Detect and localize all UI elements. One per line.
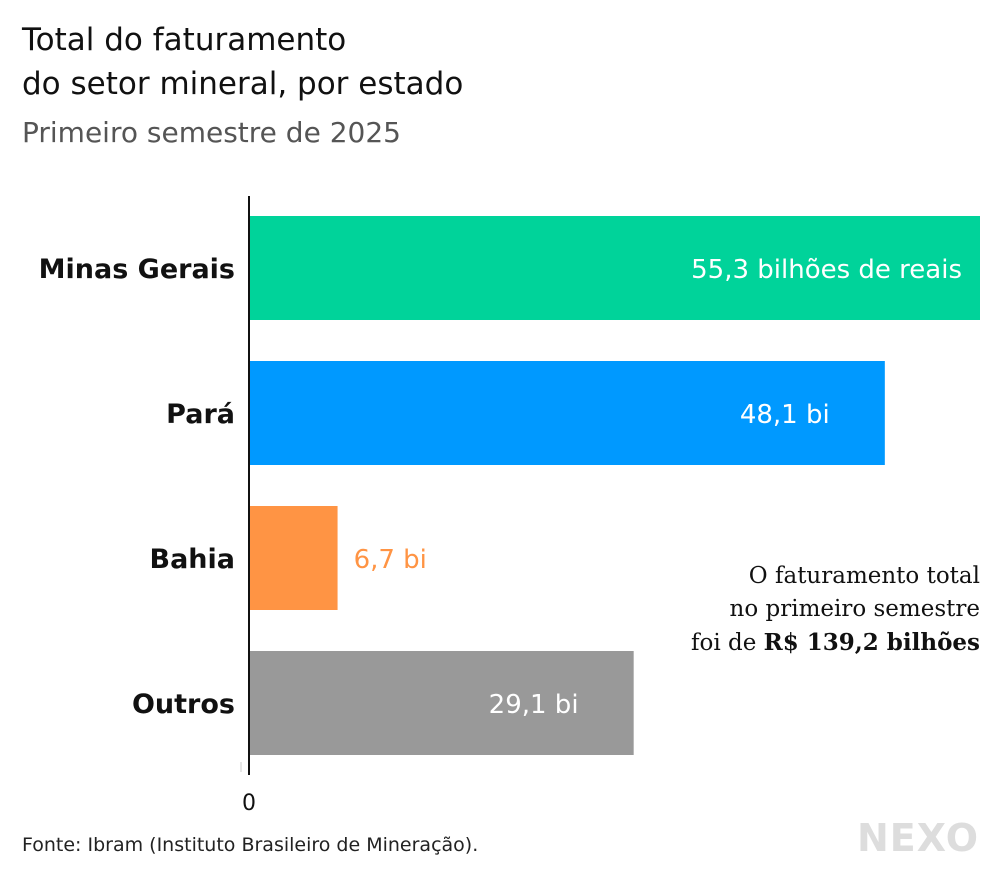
note-line-2: no primeiro semestre bbox=[729, 596, 980, 622]
bar-3 bbox=[249, 651, 634, 755]
chart-title: Total do faturamento do setor mineral, p… bbox=[22, 22, 464, 102]
note-line-3: foi de bbox=[690, 630, 764, 656]
chart-subtitle: Primeiro semestre de 2025 bbox=[22, 116, 401, 149]
bar-0 bbox=[249, 216, 980, 320]
nexo-logo: NEXO bbox=[856, 816, 979, 860]
data-label: 48,1 bi bbox=[740, 400, 830, 430]
category-label: Minas Gerais bbox=[39, 254, 235, 285]
x-tick-label: 0 bbox=[242, 791, 256, 816]
bar-2 bbox=[249, 506, 338, 610]
data-label: 55,3 bilhões de reais bbox=[691, 255, 962, 285]
category-label: Bahia bbox=[150, 544, 236, 575]
data-label: 29,1 bi bbox=[489, 690, 579, 720]
bar-1 bbox=[249, 361, 885, 465]
note-line-1: O faturamento total bbox=[748, 563, 980, 589]
source-note: Fonte: Ibram (Instituto Brasileiro de Mi… bbox=[22, 834, 479, 856]
total-annotation: O faturamento total no primeiro semestre… bbox=[600, 560, 980, 660]
category-label: Pará bbox=[166, 399, 235, 430]
data-label: 6,7 bi bbox=[354, 545, 427, 575]
category-label: Outros bbox=[132, 689, 235, 720]
note-total-value: R$ 139,2 bilhões bbox=[763, 629, 980, 656]
